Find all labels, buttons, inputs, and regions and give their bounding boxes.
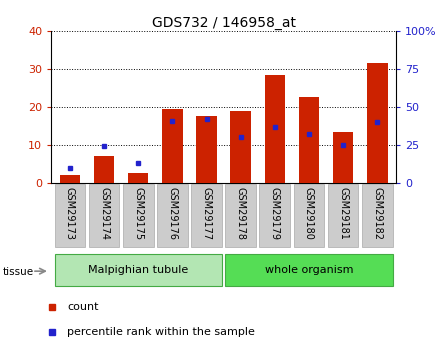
Bar	[128, 173, 149, 183]
FancyBboxPatch shape	[225, 254, 392, 286]
Bar	[265, 75, 285, 183]
FancyBboxPatch shape	[328, 184, 359, 247]
Text: GSM29181: GSM29181	[338, 187, 348, 240]
Text: Malpighian tubule: Malpighian tubule	[88, 265, 188, 275]
Title: GDS732 / 146958_at: GDS732 / 146958_at	[152, 16, 295, 30]
Bar	[196, 117, 217, 183]
Bar	[367, 63, 388, 183]
Text: percentile rank within the sample: percentile rank within the sample	[68, 327, 255, 337]
FancyBboxPatch shape	[259, 184, 290, 247]
FancyBboxPatch shape	[157, 184, 188, 247]
FancyBboxPatch shape	[123, 184, 154, 247]
FancyBboxPatch shape	[294, 184, 324, 247]
FancyBboxPatch shape	[89, 184, 119, 247]
FancyBboxPatch shape	[55, 254, 222, 286]
Text: count: count	[68, 302, 99, 312]
FancyBboxPatch shape	[55, 184, 85, 247]
Text: GSM29178: GSM29178	[236, 187, 246, 240]
Bar	[60, 175, 80, 183]
Text: GSM29174: GSM29174	[99, 187, 109, 240]
Bar	[162, 109, 182, 183]
Text: tissue: tissue	[2, 267, 33, 277]
FancyBboxPatch shape	[225, 184, 256, 247]
FancyBboxPatch shape	[362, 184, 392, 247]
Text: whole organism: whole organism	[265, 265, 353, 275]
FancyBboxPatch shape	[191, 184, 222, 247]
Bar	[299, 98, 319, 183]
Bar	[231, 111, 251, 183]
Text: GSM29175: GSM29175	[133, 187, 143, 240]
Text: GSM29179: GSM29179	[270, 187, 280, 240]
Text: GSM29180: GSM29180	[304, 187, 314, 240]
Bar	[333, 132, 353, 183]
Bar	[94, 156, 114, 183]
Text: GSM29182: GSM29182	[372, 187, 382, 240]
Text: GSM29176: GSM29176	[167, 187, 178, 240]
Text: GSM29177: GSM29177	[202, 187, 211, 240]
Text: GSM29173: GSM29173	[65, 187, 75, 240]
